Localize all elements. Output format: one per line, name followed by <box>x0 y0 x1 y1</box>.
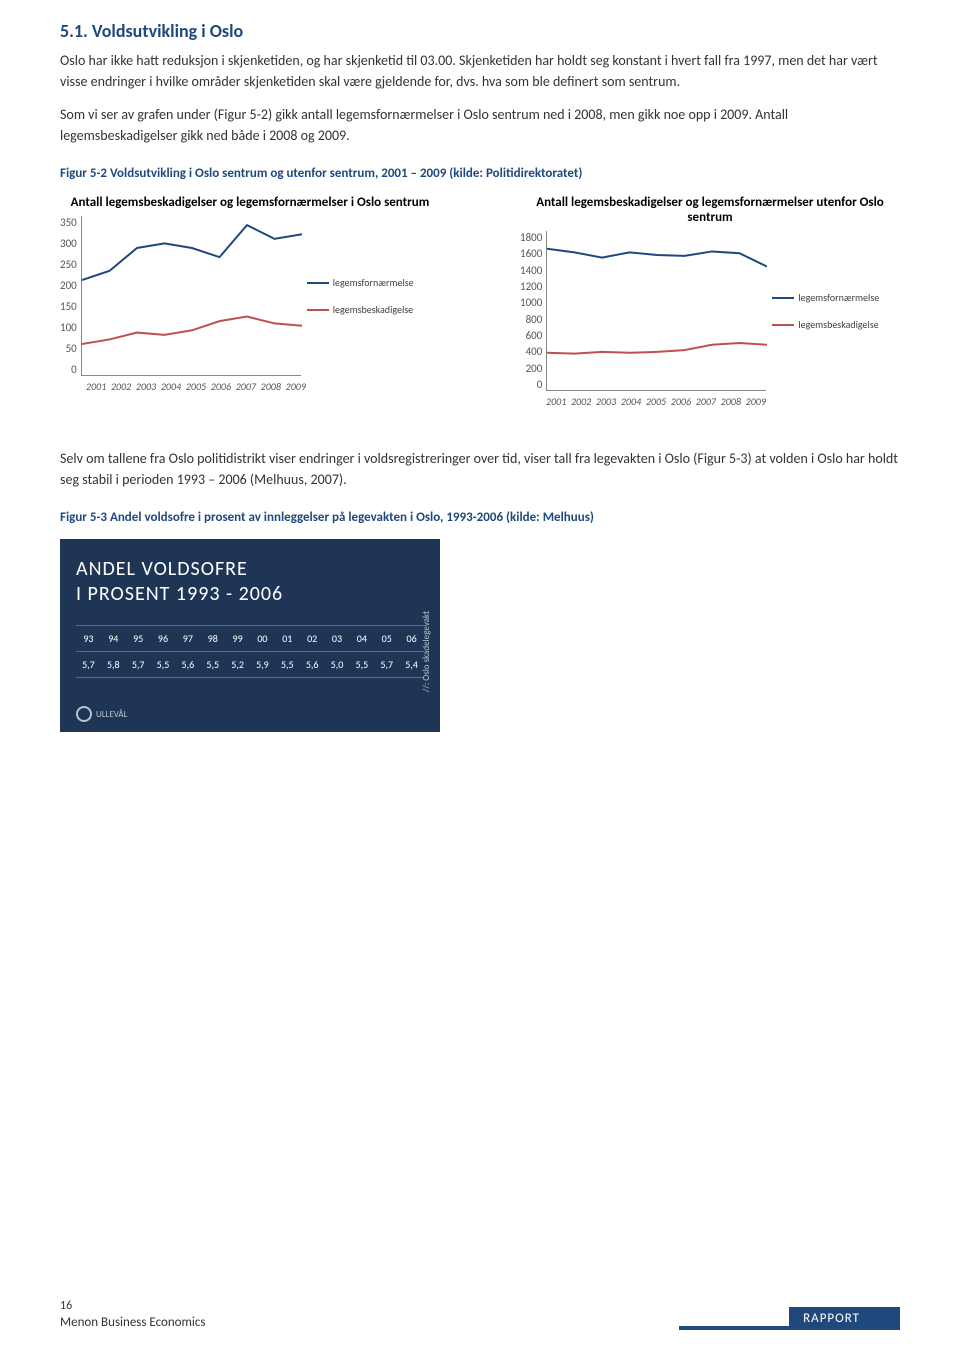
logo-text: ULLEVÅL <box>96 709 127 720</box>
paragraph-1: Oslo har ikke hatt reduksjon i skjenketi… <box>60 50 900 92</box>
figure-5-3-caption: Figur 5-3 Andel voldsofre i prosent av i… <box>60 510 900 525</box>
chart-left-yaxis: 350300250200150100500 <box>60 216 81 376</box>
paragraph-2: Som vi ser av grafen under (Figur 5-2) g… <box>60 104 900 146</box>
chart-right-title: Antall legemsbeskadigelser og legemsforn… <box>520 195 900 225</box>
rapport-text: RAPPORT <box>803 1311 860 1326</box>
legend-label: legemsfornærmelse <box>333 276 414 289</box>
chart-left: Antall legemsbeskadigelser og legemsforn… <box>60 195 440 408</box>
logo-icon <box>76 706 92 722</box>
legend-label: legemsbeskadigelse <box>798 318 878 331</box>
legend-label: legemsbeskadigelse <box>333 303 413 316</box>
table-title-line2: I PROSENT 1993 - 2006 <box>76 582 424 607</box>
chart-right-legend: legemsfornærmelse legemsbeskadigelse <box>772 231 879 391</box>
chart-right-xaxis: 200120022003200420052006200720082009 <box>550 395 770 408</box>
figure-5-2-caption: Figur 5-2 Voldsutvikling i Oslo sentrum … <box>60 166 900 181</box>
paragraph-3: Selv om tallene fra Oslo politidistrikt … <box>60 448 900 490</box>
chart-right: Antall legemsbeskadigelser og legemsforn… <box>520 195 900 408</box>
table-value-row: 5,75,85,75,55,65,55,25,95,55,65,05,55,75… <box>76 652 424 678</box>
table-title: ANDEL VOLDSOFRE I PROSENT 1993 - 2006 <box>76 557 424 607</box>
chart-right-plot <box>546 231 766 391</box>
chart-left-xaxis: 200120022003200420052006200720082009 <box>90 380 310 393</box>
table-title-line1: ANDEL VOLDSOFRE <box>76 557 424 582</box>
chart-right-yaxis: 180016001400120010008006004002000 <box>520 231 546 391</box>
page-number: 16 <box>60 1299 789 1313</box>
page-footer: 16 Menon Business Economics RAPPORT <box>60 1299 900 1330</box>
ulleval-logo: ULLEVÅL <box>76 704 424 724</box>
voldsofre-table: ANDEL VOLDSOFRE I PROSENT 1993 - 2006 93… <box>60 539 440 732</box>
section-heading: 5.1. Voldsutvikling i Oslo <box>60 20 900 42</box>
table-header-row: 9394959697989900010203040506 <box>76 625 424 652</box>
table-side-label: //: Oslo skadelegevakt <box>421 611 432 692</box>
rapport-bar: RAPPORT <box>789 1307 900 1330</box>
chart-left-title: Antall legemsbeskadigelser og legemsforn… <box>60 195 440 210</box>
legend-label: legemsfornærmelse <box>798 291 879 304</box>
chart-left-plot <box>81 216 301 376</box>
chart-left-legend: legemsfornærmelse legemsbeskadigelse <box>307 216 414 376</box>
charts-row: Antall legemsbeskadigelser og legemsforn… <box>60 195 900 408</box>
